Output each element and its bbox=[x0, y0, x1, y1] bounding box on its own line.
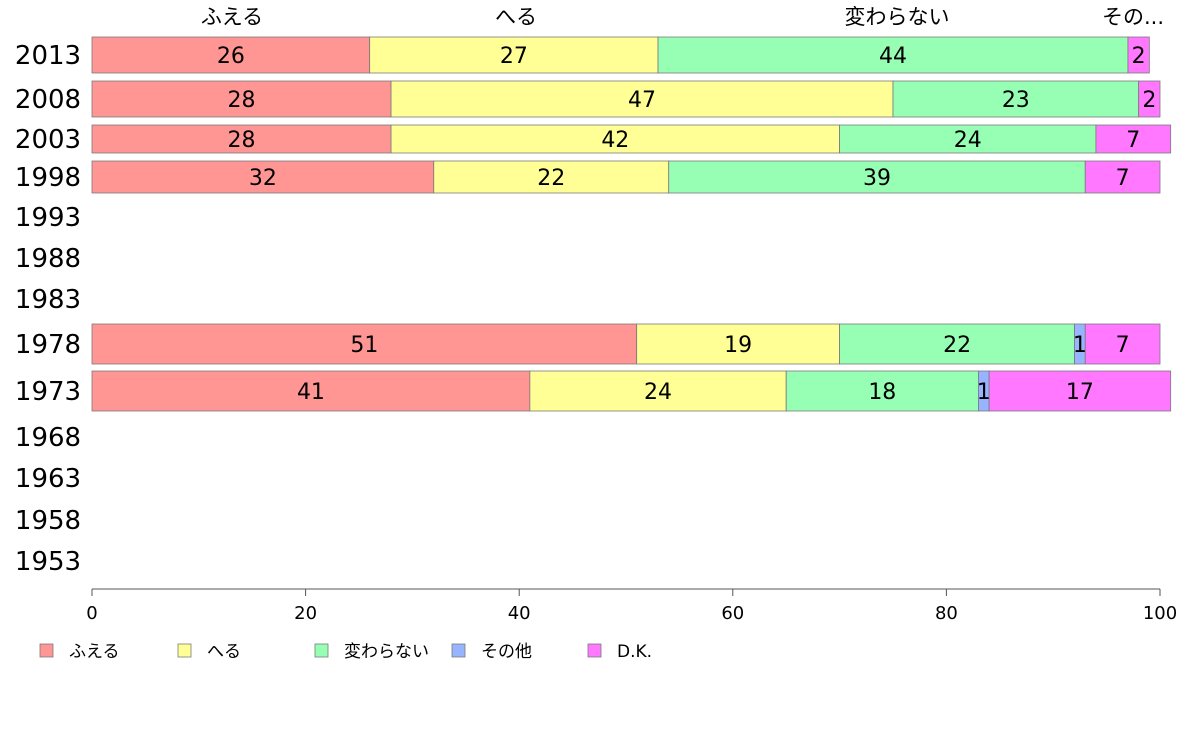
legend-label: 変わらない bbox=[344, 642, 429, 662]
legend-label: その他 bbox=[481, 642, 532, 662]
bar-value-label: 7 bbox=[1126, 128, 1140, 153]
y-tick-label: 1983 bbox=[15, 285, 81, 315]
bar-segment bbox=[390, 80, 894, 118]
bar-segment bbox=[433, 160, 670, 194]
y-tick-label: 1963 bbox=[15, 464, 81, 494]
bar-segment bbox=[1084, 160, 1161, 194]
legend-label: ふえる bbox=[69, 642, 120, 662]
legend-label: へる bbox=[207, 642, 241, 662]
bar-segment bbox=[1095, 124, 1172, 154]
legend-swatch bbox=[39, 643, 54, 658]
top-label: ふえる bbox=[201, 5, 263, 29]
x-axis: 0 20 40 60 80 100 bbox=[86, 588, 1177, 624]
bar-value-label: 47 bbox=[628, 88, 656, 113]
legend-swatch bbox=[177, 643, 192, 658]
legend-label: D.K. bbox=[617, 642, 652, 662]
bar-segment bbox=[1084, 323, 1161, 365]
bar-segment bbox=[91, 160, 435, 194]
bar-segment bbox=[369, 36, 659, 74]
bar-segment bbox=[91, 36, 371, 74]
y-tick-label: 1953 bbox=[15, 547, 81, 577]
bar-value-label: 23 bbox=[1002, 88, 1030, 113]
bar-value-label: 24 bbox=[644, 380, 672, 405]
y-tick-label: 2008 bbox=[15, 85, 81, 115]
legend: ふえる へる 変わらない その他 D.K. bbox=[39, 642, 652, 662]
bar-value-label: 24 bbox=[954, 128, 982, 153]
bar-segment bbox=[785, 370, 979, 412]
y-tick-label: 1993 bbox=[15, 203, 81, 233]
bar-value-label: 41 bbox=[297, 380, 325, 405]
y-tick-label: 1958 bbox=[15, 506, 81, 536]
bar-segment bbox=[1138, 80, 1161, 118]
bar-value-label: 27 bbox=[500, 44, 528, 69]
bar-segment bbox=[988, 370, 1172, 412]
y-tick-label: 2003 bbox=[15, 125, 81, 155]
bar-segment bbox=[668, 160, 1086, 194]
y-tick-label: 1968 bbox=[15, 423, 81, 453]
bar-value-label: 18 bbox=[868, 380, 896, 405]
bar-value-label: 2 bbox=[1132, 44, 1146, 69]
bar-segment bbox=[892, 80, 1140, 118]
y-axis-labels: 2013 2008 2003 1998 1993 1988 1983 1978 1973 1968… bbox=[15, 41, 81, 577]
bar-value-label: 28 bbox=[228, 128, 256, 153]
bar-value-label: 22 bbox=[537, 166, 565, 191]
bar-segment bbox=[657, 36, 1129, 74]
bar-value-label: 51 bbox=[350, 333, 378, 358]
bar-value-label: 42 bbox=[601, 128, 629, 153]
bar-value-label: 7 bbox=[1116, 166, 1130, 191]
bar-value-label: 32 bbox=[249, 166, 277, 191]
bar-value-label: 26 bbox=[217, 44, 245, 69]
bar-segment bbox=[390, 124, 841, 154]
x-tick-label: 0 bbox=[86, 603, 97, 624]
bar-segment bbox=[839, 323, 1075, 365]
x-tick-label: 100 bbox=[1143, 603, 1177, 624]
y-tick-label: 1978 bbox=[15, 330, 81, 360]
bar-segment bbox=[91, 80, 392, 118]
bar-value-label: 39 bbox=[863, 166, 891, 191]
bar-value-label: 2 bbox=[1142, 88, 1156, 113]
bar-value-label: 1 bbox=[1073, 333, 1087, 358]
y-tick-label: 2013 bbox=[15, 41, 81, 71]
y-tick-label: 1988 bbox=[15, 244, 81, 274]
y-tick-label: 1998 bbox=[15, 163, 81, 193]
bar-segment bbox=[91, 370, 531, 412]
bar-value-label: 19 bbox=[724, 333, 752, 358]
legend-swatch bbox=[587, 643, 602, 658]
x-tick-label: 80 bbox=[935, 603, 958, 624]
x-tick-label: 60 bbox=[721, 603, 744, 624]
bar-segment bbox=[839, 124, 1097, 154]
top-label: へる bbox=[495, 5, 537, 29]
x-tick-label: 40 bbox=[508, 603, 531, 624]
bar-segment bbox=[1127, 36, 1150, 74]
legend-swatch bbox=[451, 643, 466, 658]
x-tick-label: 20 bbox=[294, 603, 317, 624]
bar-value-label: 22 bbox=[943, 333, 971, 358]
bar-value-label: 7 bbox=[1116, 333, 1130, 358]
legend-swatch bbox=[314, 643, 329, 658]
bar-value-label: 1 bbox=[977, 380, 991, 405]
top-label: その... bbox=[1102, 5, 1164, 29]
top-label: 変わらない bbox=[845, 5, 950, 29]
y-tick-label: 1973 bbox=[15, 377, 81, 407]
bar-value-label: 17 bbox=[1066, 380, 1094, 405]
bar-segment bbox=[91, 124, 392, 154]
bars: 26 27 44 228 47 23 228 42 24 732 22 39 751 19 22 1 741 24… bbox=[91, 36, 1172, 412]
bar-value-label: 44 bbox=[879, 44, 907, 69]
bar-value-label: 28 bbox=[228, 88, 256, 113]
top-series-labels: ふえる へる 変わらない その... bbox=[201, 5, 1164, 29]
